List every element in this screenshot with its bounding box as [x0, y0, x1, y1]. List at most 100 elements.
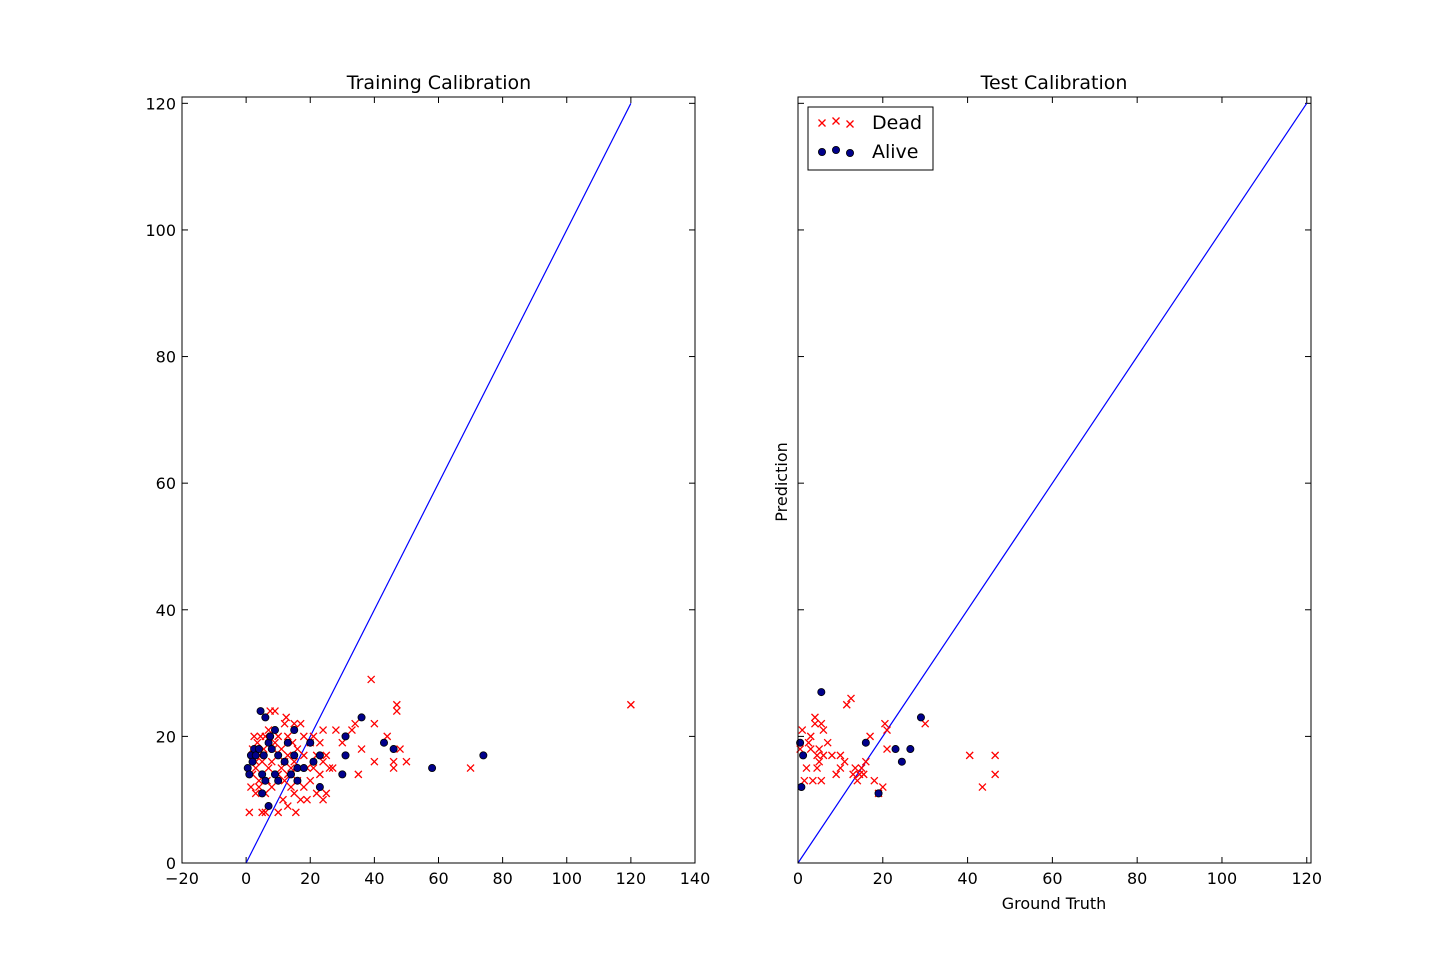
training-point-dead-stroke-b: [626, 700, 635, 709]
test-point-dead-stroke-b: [806, 745, 815, 754]
test-point-dead-stroke-b: [840, 757, 849, 766]
training-point-alive: [245, 770, 254, 779]
training-x-tick-label: 100: [551, 869, 582, 888]
test-point-dead-stroke-b: [883, 726, 891, 735]
test-point-dead-stroke-b: [815, 757, 824, 766]
training-point-dead: [396, 745, 404, 754]
training-point-dead: [331, 726, 340, 735]
training-point-dead-stroke-b: [277, 745, 286, 754]
test-point-dead-stroke-b: [847, 694, 855, 703]
test-point-dead: [853, 776, 862, 785]
training-point-alive: [306, 738, 315, 747]
training-point-dead-stroke-b: [246, 783, 255, 791]
test-point-dead-stroke-b: [861, 757, 870, 766]
training-y-tick-label: 40: [156, 601, 176, 620]
test-calibration-plot: Test Calibration 0 20 40 60 80 100 120 Ground …: [772, 72, 1322, 913]
training-point-dead-stroke-b: [283, 732, 292, 741]
legend-alive-marker: [846, 148, 855, 157]
training-point-dead-stroke-b: [258, 808, 267, 817]
training-point-dead-stroke-b: [279, 795, 287, 804]
test-identity-line: [797, 102, 1308, 864]
training-point-dead-stroke-b: [315, 770, 324, 779]
legend-label-alive: Alive: [872, 141, 919, 163]
training-point-alive: [338, 770, 347, 779]
test-point-dead: [991, 770, 1000, 779]
training-point-dead: [347, 726, 356, 735]
test-point-alive: [797, 783, 806, 792]
legend-label-dead: Dead: [872, 112, 922, 134]
test-point-dead-stroke-b: [823, 738, 832, 747]
test-point-dead-stroke-b: [883, 745, 891, 754]
test-point-dead-stroke-b: [991, 770, 1000, 779]
training-point-dead: [258, 808, 267, 817]
training-x-tick-label: 20: [300, 869, 320, 888]
training-point-alive: [264, 802, 273, 811]
test-point-dead-stroke-b: [798, 726, 807, 735]
legend-dead-marker: [846, 120, 854, 128]
training-point-dead: [264, 726, 273, 735]
training-point-dead: [296, 719, 305, 728]
training-point-alive: [280, 757, 289, 766]
test-point-dead: [861, 757, 870, 766]
test-point-dead-stroke-b: [842, 700, 851, 709]
training-point-dead-stroke-b: [264, 764, 273, 773]
training-point-dead-stroke-b: [254, 776, 263, 785]
test-point-dead: [815, 745, 824, 754]
test-point-dead: [798, 726, 807, 735]
training-point-dead: [271, 738, 279, 747]
test-point-dead-stroke-b: [851, 764, 860, 773]
training-point-dead-stroke-b: [283, 751, 292, 760]
training-point-dead: [315, 738, 324, 747]
training-point-dead-stroke-b: [370, 757, 379, 766]
training-point-dead: [309, 732, 318, 741]
training-point-dead-stroke-b: [319, 726, 328, 735]
training-point-dead-stroke-b: [271, 707, 279, 716]
training-point-dead: [251, 789, 260, 798]
training-point-dead-stroke-b: [351, 719, 360, 728]
test-point-dead: [991, 751, 1000, 760]
training-data-points: [243, 675, 635, 817]
training-point-dead-stroke-b: [309, 732, 318, 741]
training-point-dead-stroke-b: [251, 764, 260, 773]
training-point-dead: [322, 751, 331, 760]
training-point-dead-stroke-b: [347, 726, 356, 735]
test-point-dead: [866, 732, 875, 741]
test-point-dead-stroke-b: [804, 738, 813, 747]
training-point-dead-stroke-b: [251, 789, 260, 798]
training-point-dead: [290, 789, 299, 798]
test-point-dead-stroke-b: [878, 783, 887, 791]
training-point-dead: [309, 764, 318, 773]
training-point-dead-stroke-b: [287, 783, 295, 791]
training-point-dead-stroke-b: [264, 726, 273, 735]
legend-dead-marker-stroke-b: [818, 119, 826, 127]
training-point-dead: [312, 789, 321, 798]
test-point-dead: [804, 738, 813, 747]
legend-dead-marker-stroke-b: [832, 117, 840, 125]
training-point-dead: [293, 745, 302, 754]
training-point-alive: [256, 707, 265, 716]
training-point-alive: [309, 757, 318, 766]
test-x-tick-label: 20: [873, 869, 893, 888]
training-point-dead: [254, 783, 263, 791]
test-point-dead-stroke-b: [921, 719, 930, 728]
training-point-alive: [274, 751, 283, 760]
training-point-dead: [254, 776, 263, 785]
training-x-tick-label: 40: [364, 869, 384, 888]
test-point-dead-stroke-b: [880, 719, 889, 728]
training-x-tick-label: 140: [680, 869, 711, 888]
training-point-alive: [315, 751, 324, 760]
training-point-dead-stroke-b: [303, 795, 312, 804]
training-point-dead: [392, 700, 401, 709]
training-point-dead-stroke-b: [383, 732, 392, 741]
training-point-dead-stroke-b: [328, 764, 337, 773]
training-point-alive: [357, 713, 366, 722]
training-calibration-plot: Training Calibration −20 0 20 40 60 80 100 120 1…: [145, 72, 710, 888]
test-x-axis-label: Ground Truth: [1002, 894, 1107, 913]
test-point-alive: [817, 688, 826, 697]
training-point-dead: [290, 719, 299, 728]
test-point-dead: [815, 757, 824, 766]
training-point-dead-stroke-b: [402, 757, 411, 766]
training-point-dead: [392, 707, 401, 716]
training-point-dead: [299, 732, 308, 741]
training-point-dead: [319, 757, 328, 766]
